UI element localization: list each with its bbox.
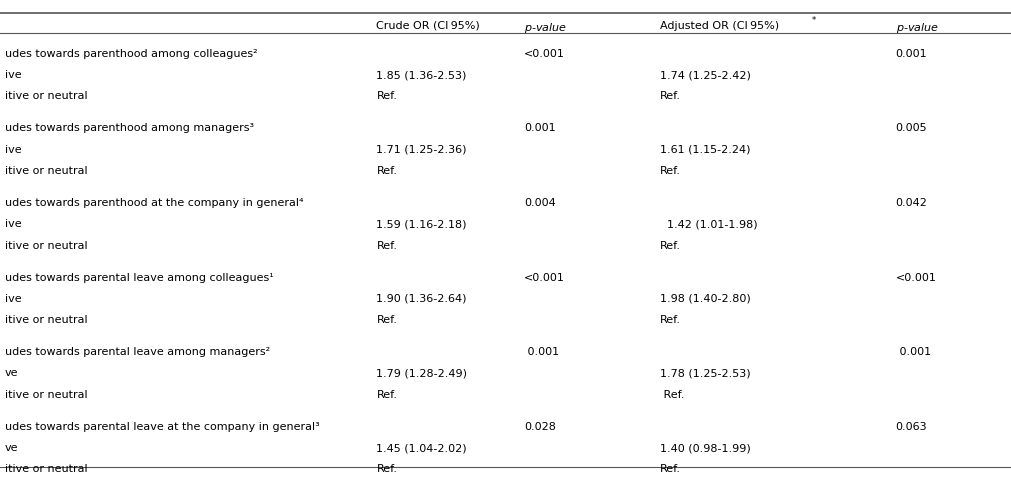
- Text: Crude OR (CI 95%): Crude OR (CI 95%): [376, 20, 480, 30]
- Text: *: *: [811, 16, 815, 24]
- Text: Ref.: Ref.: [376, 91, 397, 101]
- Text: <0.001: <0.001: [524, 272, 564, 282]
- Text: itive or neutral: itive or neutral: [5, 240, 88, 250]
- Text: Ref.: Ref.: [376, 463, 397, 473]
- Text: 0.001: 0.001: [895, 49, 926, 59]
- Text: udes towards parental leave among colleagues¹: udes towards parental leave among collea…: [5, 272, 274, 282]
- Text: 1.71 (1.25-2.36): 1.71 (1.25-2.36): [376, 144, 466, 154]
- Text: ve: ve: [5, 367, 18, 378]
- Text: 0.005: 0.005: [895, 123, 926, 133]
- Text: ive: ive: [5, 70, 21, 80]
- Text: 1.78 (1.25-2.53): 1.78 (1.25-2.53): [659, 367, 750, 378]
- Text: Ref.: Ref.: [659, 240, 680, 250]
- Text: 1.61 (1.15-2.24): 1.61 (1.15-2.24): [659, 144, 749, 154]
- Text: ive: ive: [5, 144, 21, 154]
- Text: 1.85 (1.36-2.53): 1.85 (1.36-2.53): [376, 70, 466, 80]
- Text: Ref.: Ref.: [659, 165, 680, 176]
- Text: 0.042: 0.042: [895, 198, 926, 207]
- Text: 0.001: 0.001: [895, 346, 930, 356]
- Text: Ref.: Ref.: [376, 165, 397, 176]
- Text: Ref.: Ref.: [376, 314, 397, 325]
- Text: <0.001: <0.001: [895, 272, 935, 282]
- Text: Ref.: Ref.: [659, 463, 680, 473]
- Text: 1.90 (1.36-2.64): 1.90 (1.36-2.64): [376, 293, 466, 303]
- Text: itive or neutral: itive or neutral: [5, 463, 88, 473]
- Text: 1.59 (1.16-2.18): 1.59 (1.16-2.18): [376, 219, 466, 229]
- Text: $p$-value: $p$-value: [524, 20, 566, 35]
- Text: <0.001: <0.001: [524, 49, 564, 59]
- Text: 0.028: 0.028: [524, 421, 555, 431]
- Text: udes towards parenthood among managers³: udes towards parenthood among managers³: [5, 123, 254, 133]
- Text: Ref.: Ref.: [659, 314, 680, 325]
- Text: ve: ve: [5, 442, 18, 452]
- Text: udes towards parental leave at the company in general³: udes towards parental leave at the compa…: [5, 421, 319, 431]
- Text: $p$-value: $p$-value: [895, 20, 937, 35]
- Text: 1.40 (0.98-1.99): 1.40 (0.98-1.99): [659, 442, 750, 452]
- Text: Ref.: Ref.: [659, 389, 683, 399]
- Text: udes towards parenthood among colleagues²: udes towards parenthood among colleagues…: [5, 49, 258, 59]
- Text: itive or neutral: itive or neutral: [5, 314, 88, 325]
- Text: 1.42 (1.01-1.98): 1.42 (1.01-1.98): [659, 219, 756, 229]
- Text: 1.79 (1.28-2.49): 1.79 (1.28-2.49): [376, 367, 467, 378]
- Text: itive or neutral: itive or neutral: [5, 165, 88, 176]
- Text: 1.74 (1.25-2.42): 1.74 (1.25-2.42): [659, 70, 750, 80]
- Text: itive or neutral: itive or neutral: [5, 91, 88, 101]
- Text: udes towards parenthood at the company in general⁴: udes towards parenthood at the company i…: [5, 198, 303, 207]
- Text: ive: ive: [5, 293, 21, 303]
- Text: udes towards parental leave among managers²: udes towards parental leave among manage…: [5, 346, 270, 356]
- Text: ive: ive: [5, 219, 21, 229]
- Text: Ref.: Ref.: [659, 91, 680, 101]
- Text: 1.45 (1.04-2.02): 1.45 (1.04-2.02): [376, 442, 467, 452]
- Text: 1.98 (1.40-2.80): 1.98 (1.40-2.80): [659, 293, 750, 303]
- Text: 0.001: 0.001: [524, 123, 555, 133]
- Text: 0.001: 0.001: [524, 346, 559, 356]
- Text: Ref.: Ref.: [376, 389, 397, 399]
- Text: 0.063: 0.063: [895, 421, 926, 431]
- Text: Adjusted OR (CI 95%): Adjusted OR (CI 95%): [659, 20, 778, 30]
- Text: itive or neutral: itive or neutral: [5, 389, 88, 399]
- Text: 0.004: 0.004: [524, 198, 555, 207]
- Text: Ref.: Ref.: [376, 240, 397, 250]
